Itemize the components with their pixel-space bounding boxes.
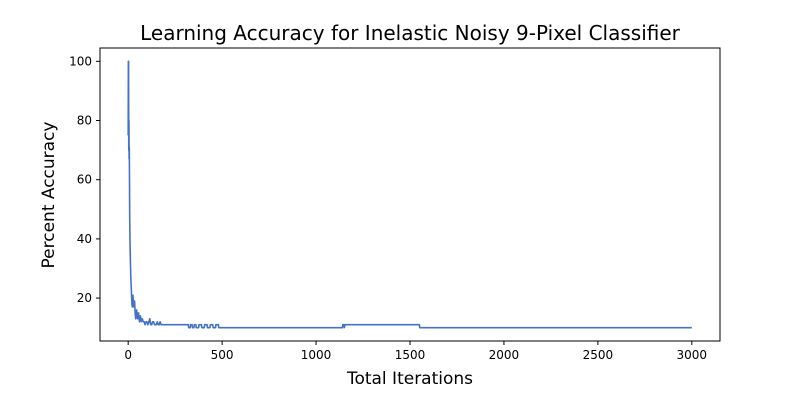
accuracy-series-line — [127, 60, 692, 329]
x-tick-label: 1500 — [395, 348, 426, 362]
y-tick-label: 100 — [69, 54, 92, 68]
chart-title: Learning Accuracy for Inelastic Noisy 9-… — [140, 21, 681, 45]
y-axis: 20 40 60 80 100 — [69, 54, 100, 305]
x-axis: 0 500 1000 1500 2000 2500 3000 — [124, 341, 707, 362]
x-tick-label: 3000 — [677, 348, 708, 362]
plot-area — [127, 60, 692, 329]
x-axis-label: Total Iterations — [346, 369, 473, 389]
x-tick-label: 1000 — [301, 348, 332, 362]
y-tick-label: 80 — [77, 114, 92, 128]
x-tick-label: 2500 — [583, 348, 614, 362]
y-tick-label: 20 — [77, 291, 92, 305]
plot-frame — [99, 47, 721, 342]
y-tick-label: 40 — [77, 232, 92, 246]
x-tick-label: 500 — [211, 348, 234, 362]
y-tick-label: 60 — [77, 173, 92, 187]
x-tick-label: 0 — [124, 348, 132, 362]
y-axis-label: Percent Accuracy — [39, 122, 59, 269]
x-tick-label: 2000 — [489, 348, 520, 362]
